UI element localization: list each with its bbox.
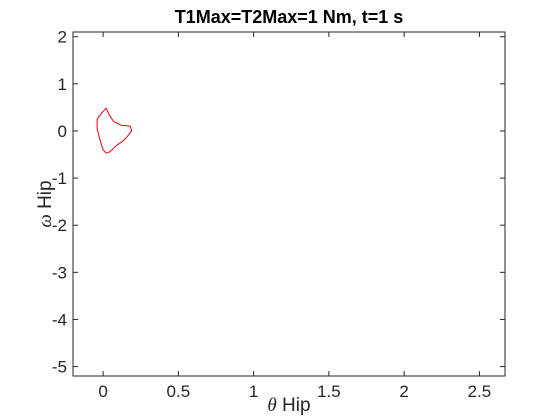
x-tick-label: 2.5 <box>468 382 492 401</box>
series-layer <box>96 107 133 154</box>
plot-area <box>72 31 506 377</box>
y-axis-label-text: Hip <box>35 180 56 214</box>
y-axis: 2 1 0 -1 -2 -3 -4 -5 <box>52 28 505 377</box>
x-axis-label-text: Hip <box>277 395 311 416</box>
y-tick-label: -5 <box>52 358 67 377</box>
y-tick-label: -1 <box>52 169 67 188</box>
y-axis-label: ω Hip <box>35 180 56 227</box>
y-tick-label: -3 <box>52 263 67 282</box>
x-tick-label: 2 <box>399 382 408 401</box>
x-tick-label: 1.5 <box>317 382 341 401</box>
chart-title: T1Max=T2Max=1 Nm, t=1 s <box>175 7 404 27</box>
y-tick-label: 1 <box>58 75 67 94</box>
y-tick-label: -4 <box>52 310 67 329</box>
x-axis-label: θ Hip <box>267 395 310 416</box>
series-line <box>96 107 133 154</box>
x-axis: 0 0.5 1 1.5 2 2.5 <box>98 32 491 401</box>
y-tick-label: -2 <box>52 216 67 235</box>
x-tick-label: 0 <box>98 382 107 401</box>
y-tick-label: 2 <box>58 28 67 47</box>
x-axis-label-symbol: θ <box>267 395 276 416</box>
y-axis-label-symbol: ω <box>35 214 56 227</box>
x-tick-label: 1 <box>249 382 258 401</box>
y-tick-label: 0 <box>58 122 67 141</box>
x-tick-label: 0.5 <box>167 382 191 401</box>
